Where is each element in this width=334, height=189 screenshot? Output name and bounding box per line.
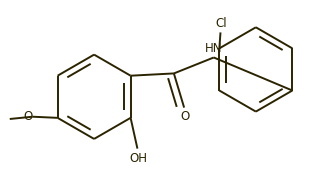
Text: OH: OH [130,152,148,165]
Text: O: O [23,110,33,123]
Text: O: O [181,110,190,123]
Text: Cl: Cl [216,17,227,30]
Text: HN: HN [205,43,222,55]
